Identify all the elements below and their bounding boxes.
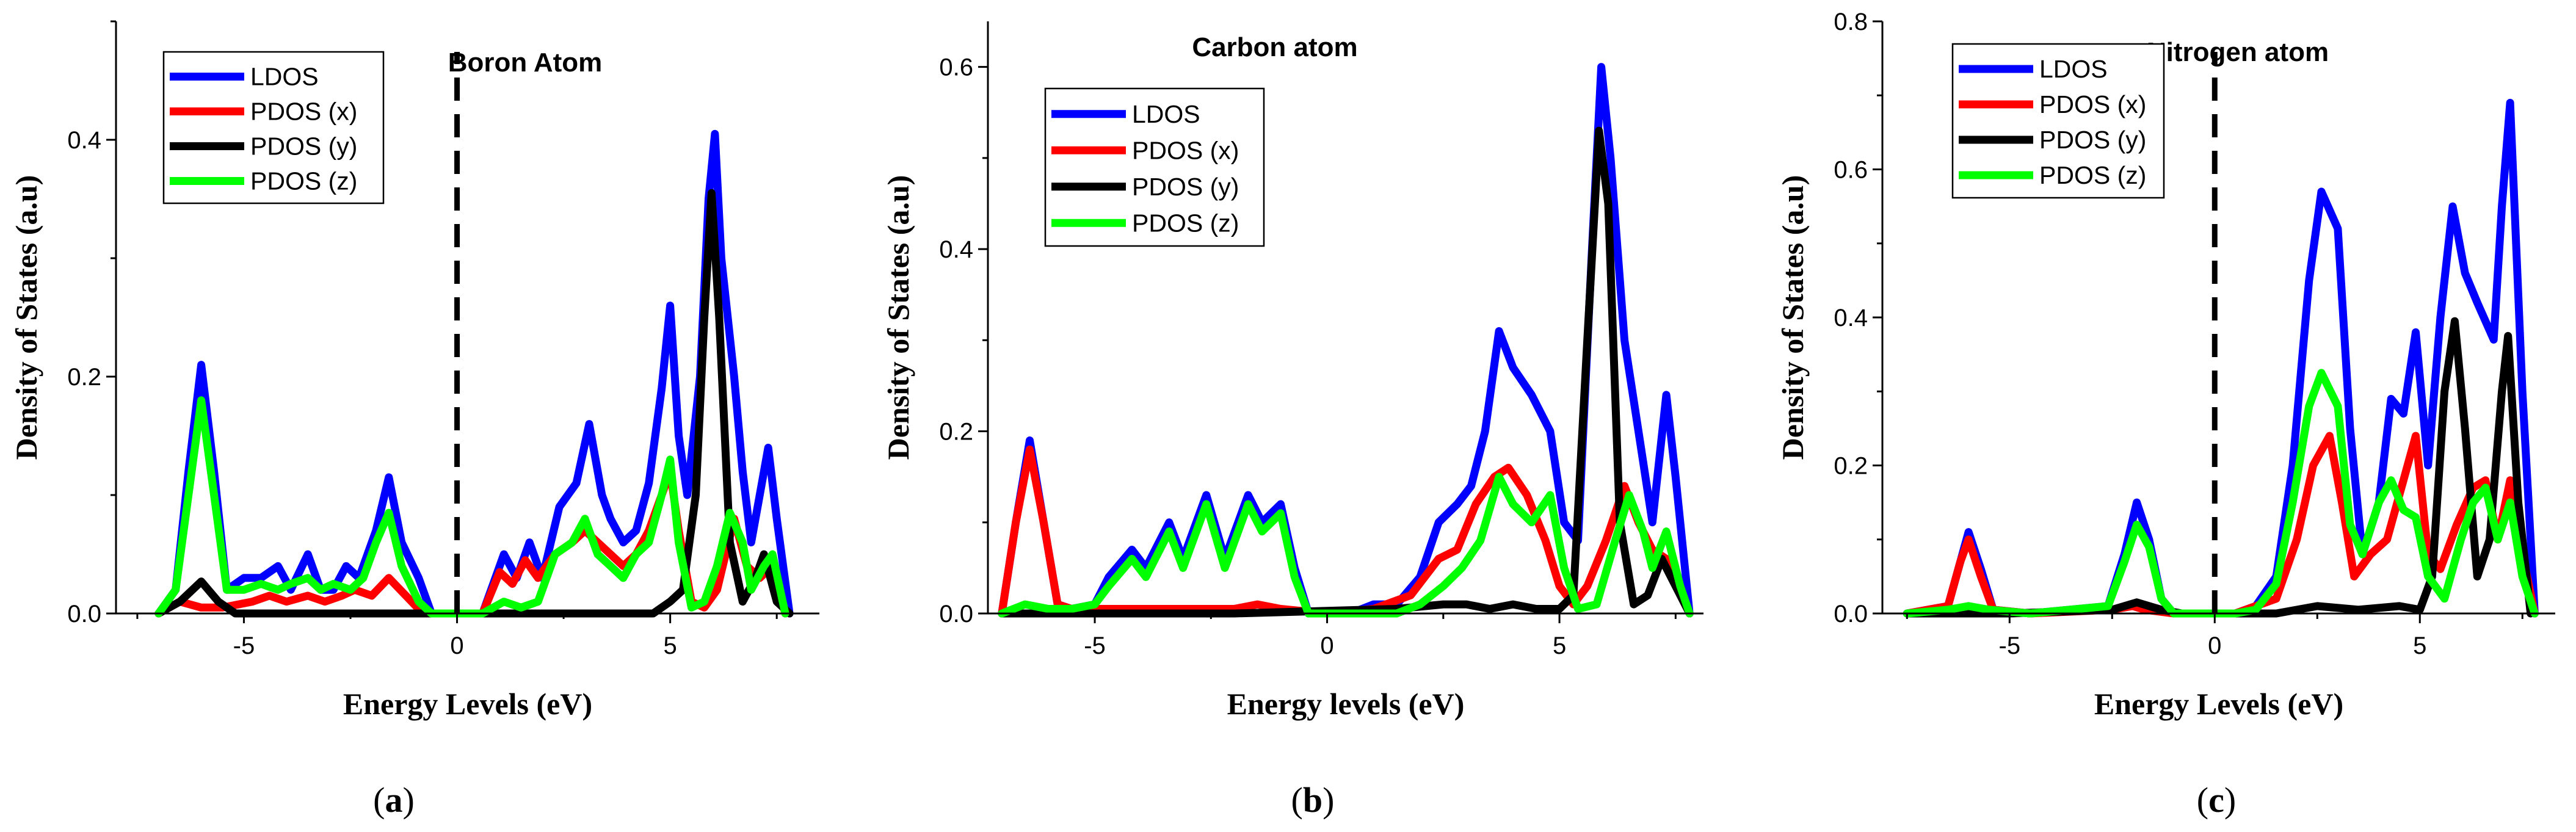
panel-a-letter-close: ) — [403, 780, 415, 820]
panel-c-letter-char: c — [2208, 780, 2224, 820]
panel-b: -5 0 5 0.0 0.2 0.4 0.6 Carbon atom Energy leve… — [881, 21, 1703, 820]
panel-c-letter-close: ) — [2224, 780, 2236, 820]
panel-a-ticks: -5 0 5 0.0 0.2 0.4 — [67, 20, 778, 659]
panel-a-legend: LDOS PDOS (x) PDOS (y) PDOS (z) — [162, 51, 385, 204]
panel-c-series — [1903, 98, 2539, 618]
panel-a: -5 0 5 0.0 0.2 0.4 Boron Atom Energy Levels (… — [9, 20, 819, 820]
panel-b-series-line-4 — [998, 472, 1694, 618]
panel-a-x-tick-label: 5 — [664, 632, 677, 659]
panel-c-x-tick-label: 0 — [2208, 632, 2221, 659]
panel-c-series-line-3 — [1903, 317, 2535, 618]
panel-b-x-tick-label: -5 — [1084, 632, 1106, 659]
panel-b-letter-char: b — [1303, 780, 1322, 820]
panel-a-legend-label: PDOS (y) — [250, 132, 357, 161]
panel-c-legend: LDOS PDOS (x) PDOS (y) PDOS (z) — [1951, 43, 2165, 199]
panel-c-y-axis-label: Density of States (a.u) — [1776, 175, 1810, 460]
panel-c-title: Nitrogen atom — [2147, 37, 2329, 67]
panel-c-series-line-4 — [1903, 369, 2539, 618]
panel-c-y-tick-label: 0.6 — [1834, 157, 1868, 184]
panel-b-y-axis-label: Density of States (a.u) — [881, 175, 915, 460]
panel-a-axes — [115, 21, 819, 615]
panel-b-legend: LDOS PDOS (x) PDOS (y) PDOS (z) — [1044, 87, 1265, 247]
panel-a-letter-open: ( — [373, 780, 385, 820]
panel-c: -5 0 5 0.0 0.2 0.4 0.6 0.8 Nitrogen atom Energy… — [1776, 9, 2555, 820]
panel-c-x-tick-label: 5 — [2413, 632, 2426, 659]
panel-b-letter-open: ( — [1291, 780, 1303, 820]
panel-c-letter-open: ( — [2197, 780, 2208, 820]
panel-a-letter: (a) — [373, 780, 415, 820]
panel-a-y-tick-label: 0.2 — [67, 364, 101, 391]
panel-b-y-tick-label: 0.0 — [939, 601, 973, 628]
panel-c-ticks: -5 0 5 0.0 0.2 0.4 0.6 0.8 — [1834, 9, 2523, 659]
panel-c-x-axis-label: Energy Levels (eV) — [2094, 687, 2343, 721]
panel-a-series-line-1 — [154, 129, 794, 618]
panel-a-x-axis-label: Energy Levels (eV) — [343, 687, 592, 721]
panel-b-letter: (b) — [1291, 780, 1335, 820]
panel-c-legend-label: PDOS (x) — [2039, 90, 2146, 118]
panel-b-x-axis-label: Energy levels (eV) — [1227, 687, 1465, 721]
panel-c-legend-label: PDOS (z) — [2039, 161, 2146, 189]
panel-a-series-line-4 — [154, 396, 789, 618]
panel-b-legend-label: PDOS (x) — [1132, 136, 1239, 164]
panel-b-y-tick-label: 0.2 — [939, 419, 973, 446]
panel-c-y-tick-label: 0.8 — [1834, 9, 1868, 35]
panel-a-legend-label: PDOS (z) — [250, 167, 357, 195]
panel-c-y-tick-label: 0.2 — [1834, 453, 1868, 480]
panel-b-series — [998, 63, 1694, 618]
panel-c-x-tick-label: -5 — [1999, 632, 2021, 659]
panel-b-y-tick-label: 0.6 — [939, 54, 973, 81]
panel-b-ticks: -5 0 5 0.0 0.2 0.4 0.6 — [939, 54, 1677, 659]
panel-b-y-tick-label: 0.4 — [939, 236, 973, 263]
panel-a-y-tick-label: 0.4 — [67, 127, 101, 154]
panel-b-letter-close: ) — [1322, 780, 1334, 820]
panel-a-series — [154, 129, 794, 618]
panel-b-x-tick-label: 5 — [1553, 632, 1566, 659]
panel-c-legend-label: PDOS (y) — [2039, 126, 2146, 154]
panel-a-x-tick-label: 0 — [450, 632, 463, 659]
panel-b-legend-label: LDOS — [1132, 100, 1200, 128]
panel-a-y-axis-label: Density of States (a.u) — [9, 175, 43, 460]
panel-a-letter-char: a — [385, 780, 403, 820]
panel-a-title: Boron Atom — [448, 48, 603, 78]
panel-a-y-tick-label: 0.0 — [67, 601, 101, 628]
panel-c-y-tick-label: 0.4 — [1834, 305, 1868, 331]
panel-b-axes — [987, 21, 1703, 615]
panel-a-legend-label: PDOS (x) — [250, 98, 357, 126]
panel-a-x-tick-label: -5 — [233, 632, 255, 659]
panel-b-legend-label: PDOS (z) — [1132, 209, 1239, 237]
panel-a-legend-label: LDOS — [250, 63, 319, 91]
panel-c-legend-label: LDOS — [2039, 55, 2108, 83]
panel-b-x-tick-label: 0 — [1320, 632, 1333, 659]
panel-b-legend-label: PDOS (y) — [1132, 173, 1239, 201]
panel-b-title: Carbon atom — [1192, 32, 1357, 62]
panel-c-y-tick-label: 0.0 — [1834, 601, 1868, 628]
panel-c-letter: (c) — [2197, 780, 2236, 820]
